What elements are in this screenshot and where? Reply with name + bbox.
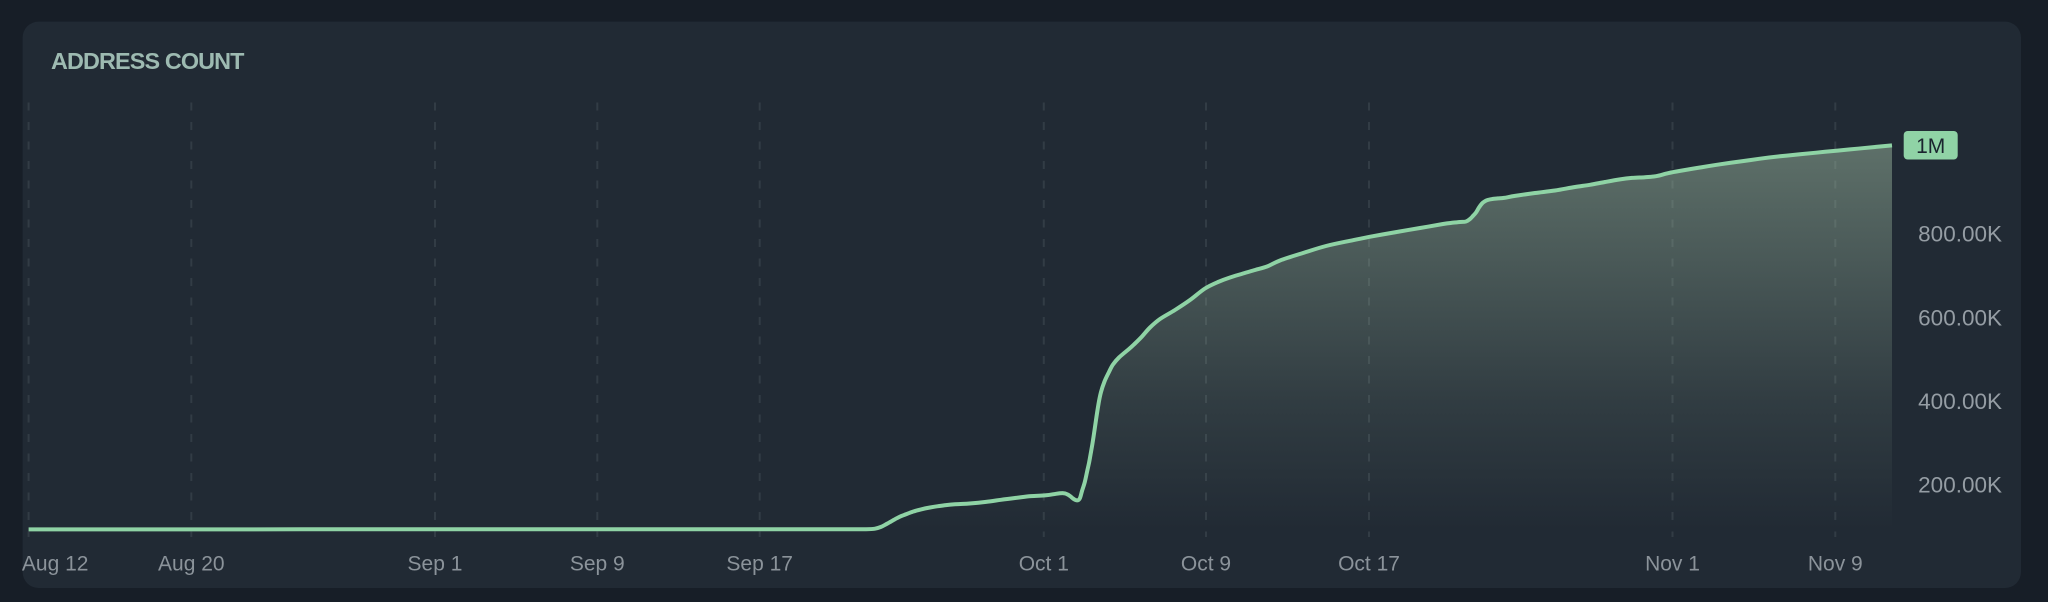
svg-text:Nov 9: Nov 9 (1808, 553, 1863, 576)
svg-text:ADDRESS COUNT: ADDRESS COUNT (51, 48, 245, 74)
svg-text:Sep 1: Sep 1 (408, 553, 463, 576)
svg-text:200.00K: 200.00K (1918, 473, 2002, 498)
svg-text:Sep 17: Sep 17 (726, 553, 793, 576)
svg-text:Nov 1: Nov 1 (1645, 553, 1700, 576)
svg-text:600.00K: 600.00K (1918, 305, 2002, 330)
svg-text:Oct 1: Oct 1 (1019, 553, 1069, 576)
svg-text:Sep 9: Sep 9 (570, 553, 625, 576)
svg-text:Aug 12: Aug 12 (22, 553, 89, 576)
svg-text:Oct 17: Oct 17 (1338, 553, 1400, 576)
svg-text:800.00K: 800.00K (1918, 222, 2002, 247)
svg-text:1M: 1M (1916, 135, 1945, 158)
svg-text:Aug 20: Aug 20 (158, 553, 225, 576)
svg-text:Oct 9: Oct 9 (1181, 553, 1231, 576)
svg-text:400.00K: 400.00K (1918, 389, 2002, 414)
